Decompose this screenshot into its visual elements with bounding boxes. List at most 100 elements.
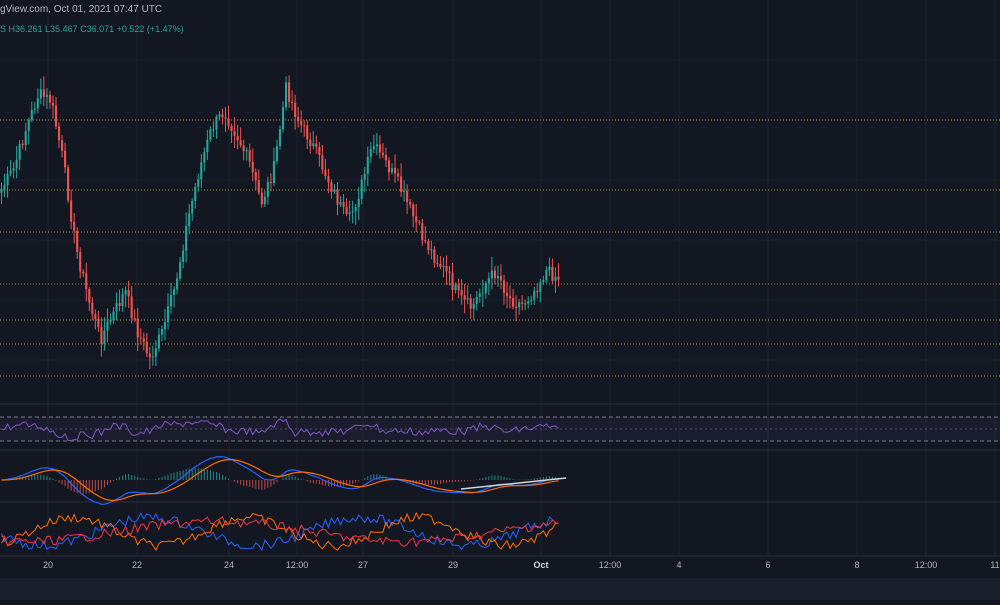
- candle-body: [557, 276, 560, 280]
- candle-body: [309, 139, 312, 147]
- candle-body: [73, 221, 76, 231]
- candle-body: [257, 180, 260, 193]
- candle-body: [85, 273, 88, 290]
- candle-body: [363, 173, 366, 180]
- candle-body: [3, 185, 6, 190]
- candle-body: [387, 160, 391, 173]
- candle-body: [294, 102, 297, 117]
- candle-body: [436, 262, 439, 264]
- candle-body: [454, 284, 457, 291]
- candle-body: [169, 294, 173, 307]
- candle-body: [145, 341, 148, 354]
- x-axis-tick-label: 27: [357, 560, 369, 570]
- candle-body: [218, 114, 221, 117]
- candle-body: [336, 189, 339, 205]
- candle-body: [76, 230, 79, 253]
- candle-body: [521, 302, 524, 304]
- x-axis-tick-label: 6: [765, 560, 771, 570]
- candle-body: [442, 265, 445, 268]
- candle-body: [366, 156, 369, 174]
- candle-body: [333, 189, 336, 192]
- candle-body: [103, 330, 106, 344]
- candle-body: [115, 303, 118, 312]
- adx-line: [1, 515, 559, 548]
- x-axis-tick-label: Oct: [533, 560, 549, 570]
- candle-body: [554, 276, 557, 281]
- candle-body: [433, 249, 436, 263]
- candle-body: [48, 94, 52, 103]
- candle-body: [188, 213, 191, 227]
- candle-body: [315, 143, 318, 147]
- candle-body: [251, 161, 254, 173]
- candle-body: [518, 302, 521, 308]
- candle-body: [400, 176, 403, 192]
- candle-body: [384, 155, 388, 161]
- candle-body: [24, 131, 27, 146]
- x-axis-tick-label: 12:00: [598, 560, 622, 570]
- ohlc-readout: S H36.261 L35.467 C36.071 +0.522 (+1.47%…: [0, 24, 184, 34]
- candle-body: [200, 162, 203, 180]
- candle-body: [490, 270, 493, 279]
- candle-body: [481, 292, 484, 294]
- candle-body: [381, 152, 384, 156]
- candle-body: [91, 302, 94, 315]
- candle-body: [378, 144, 381, 153]
- x-axis-tick-label: 8: [854, 560, 860, 570]
- candle-body: [179, 262, 182, 279]
- candle-body: [182, 250, 185, 263]
- candle-body: [21, 143, 24, 146]
- candle-body: [227, 118, 230, 126]
- candle-body: [469, 298, 472, 309]
- candle-body: [496, 276, 500, 279]
- bottom-toolbar[interactable]: [0, 578, 1000, 600]
- candle-body: [154, 348, 157, 357]
- candle-body: [30, 109, 33, 120]
- chart-source-label: gView.com, Oct 01, 2021 07:47 UTC: [0, 4, 163, 15]
- candle-body: [106, 321, 109, 331]
- candle-body: [533, 290, 536, 300]
- candle-body: [163, 322, 167, 330]
- candle-body: [79, 252, 82, 272]
- candle-body: [209, 129, 212, 140]
- candle-body: [288, 82, 291, 103]
- candle-body: [206, 139, 209, 153]
- candle-body: [97, 318, 100, 328]
- candle-body: [457, 284, 460, 291]
- candle-body: [51, 102, 55, 106]
- candle-body: [439, 263, 442, 268]
- macd-signal-line: [1, 459, 559, 502]
- candle-body: [94, 314, 97, 319]
- candle-body: [527, 301, 530, 304]
- candle-body: [245, 150, 248, 152]
- candle-body: [427, 240, 430, 251]
- x-axis-tick-label: 20: [42, 560, 54, 570]
- candle-body: [360, 179, 363, 199]
- candle-body: [421, 223, 424, 241]
- candle-body: [176, 278, 179, 290]
- candle-body: [70, 200, 73, 222]
- candle-body: [275, 145, 279, 162]
- candle-body: [136, 318, 139, 338]
- candle-body: [324, 169, 327, 177]
- x-axis-tick-label: 29: [447, 560, 459, 570]
- candle-body: [248, 150, 251, 162]
- candle-body: [221, 114, 224, 118]
- candle-body: [542, 279, 545, 283]
- candle-body: [321, 155, 324, 170]
- candle-body: [139, 337, 142, 339]
- candle-body: [396, 173, 400, 177]
- candle-body: [57, 126, 61, 141]
- candle-body: [272, 161, 276, 184]
- candle-body: [487, 278, 490, 284]
- candle-body: [127, 290, 130, 297]
- candle-body: [9, 170, 12, 174]
- candle-body: [133, 318, 136, 320]
- candle-body: [463, 295, 466, 300]
- candle-body: [502, 280, 506, 293]
- candle-body: [412, 204, 415, 217]
- candle-body: [284, 82, 288, 108]
- candle-body: [239, 140, 242, 146]
- candle-body: [357, 198, 360, 207]
